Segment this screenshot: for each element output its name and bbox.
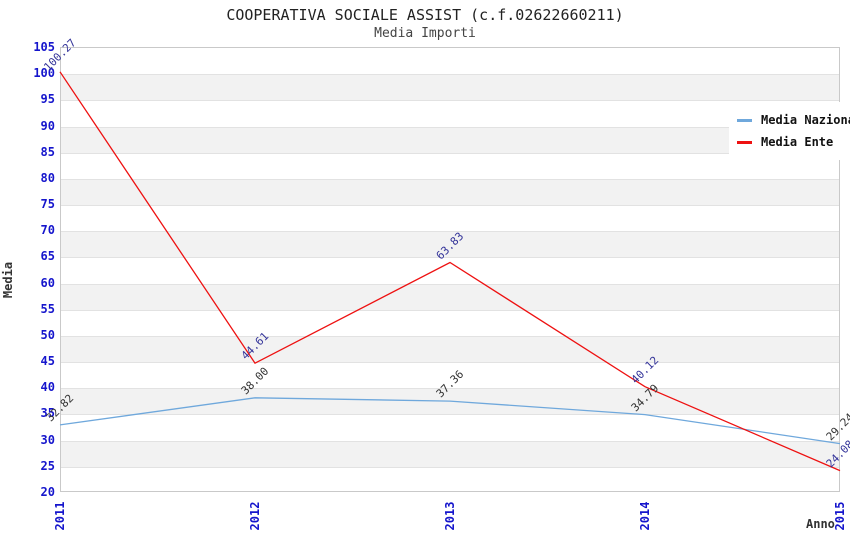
series-line-media-nazionale xyxy=(59,397,841,445)
grid-band xyxy=(61,100,839,127)
y-tick-label: 20 xyxy=(40,485,55,499)
grid-band xyxy=(61,74,839,101)
legend-line-swatch xyxy=(737,118,752,122)
x-tick-label: 2011 xyxy=(53,501,67,531)
y-tick-label: 50 xyxy=(40,327,55,342)
grid-bands xyxy=(60,47,840,492)
y-tick-label: 45 xyxy=(40,354,55,369)
grid-band xyxy=(61,414,839,441)
y-tick-label: 65 xyxy=(40,249,55,264)
x-tick-label: 2012 xyxy=(248,501,262,531)
grid-band xyxy=(61,126,839,153)
grid-band xyxy=(61,205,839,232)
grid-band xyxy=(61,466,839,491)
series-line-media-ente xyxy=(59,71,841,472)
data-label: 63.83 xyxy=(433,229,467,262)
y-tick-label: 95 xyxy=(40,92,55,107)
series-lines xyxy=(59,71,841,472)
x-tick-label: 2015 xyxy=(833,501,847,531)
x-tick-label: 2014 xyxy=(638,501,652,531)
y-tick-label: 60 xyxy=(40,275,55,290)
y-tick-label: 40 xyxy=(40,380,55,395)
x-axis-title: Anno xyxy=(806,517,835,531)
grid-band xyxy=(61,362,839,389)
grid-band xyxy=(61,231,839,258)
y-tick-label: 85 xyxy=(40,144,55,159)
legend-item: Media Nazionale xyxy=(737,109,850,131)
y-tick-label: 35 xyxy=(40,406,55,421)
grid-band xyxy=(61,283,839,310)
y-tick-label: 55 xyxy=(40,301,55,316)
legend-item: Media Ente xyxy=(737,131,850,153)
chart-title: COOPERATIVA SOCIALE ASSIST (c.f.02622660… xyxy=(226,6,624,24)
legend: Media Nazionale Media Ente xyxy=(729,102,850,160)
y-tick-label: 80 xyxy=(40,170,55,185)
data-label: 34.79 xyxy=(628,381,662,414)
y-tick-label: 30 xyxy=(40,432,55,447)
y-tick-label: 105 xyxy=(33,40,55,54)
grid-band xyxy=(61,440,839,467)
plot-area: 32.82 38.00 37.36 34.79 29.24 100.27 44.61 63.8… xyxy=(41,36,850,492)
grid-band xyxy=(61,309,839,336)
y-tick-label: 25 xyxy=(40,458,55,473)
data-label: 38.00 xyxy=(238,364,272,398)
legend-line-swatch xyxy=(737,140,752,144)
legend-label: Media Ente xyxy=(761,135,834,149)
y-tick-label: 100 xyxy=(33,66,55,81)
data-label: 24.08 xyxy=(823,437,850,470)
legend-label: Media Nazionale xyxy=(761,113,850,127)
grid-band xyxy=(61,48,839,75)
data-label: 37.36 xyxy=(433,367,467,401)
data-point-labels: 32.82 38.00 37.36 34.79 29.24 100.27 44.61 63.8… xyxy=(41,36,850,492)
y-tick-label: 70 xyxy=(40,223,55,238)
data-label: 40.12 xyxy=(628,353,662,386)
grid-band xyxy=(61,335,839,363)
y-tick-label: 75 xyxy=(40,197,55,212)
grid-band xyxy=(61,178,839,206)
data-label: 44.61 xyxy=(238,329,272,363)
grid-band xyxy=(61,152,839,179)
grid-band xyxy=(61,257,839,284)
x-tick-label: 2013 xyxy=(443,501,457,531)
y-tick-label: 90 xyxy=(40,118,55,133)
chart-subtitle: Media Importi xyxy=(374,26,476,41)
